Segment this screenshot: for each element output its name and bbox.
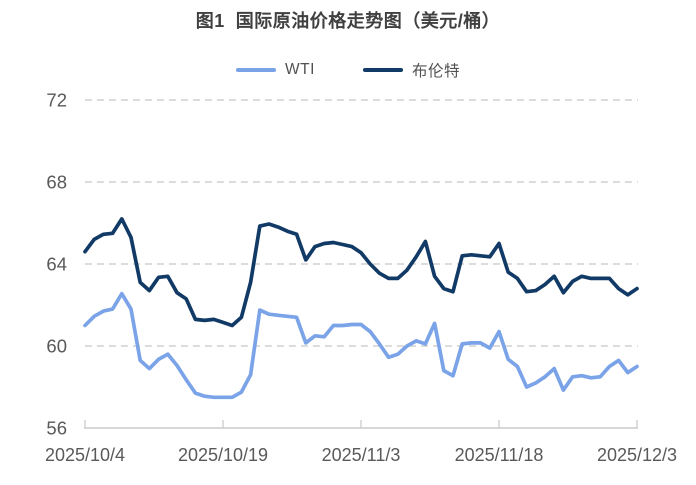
legend-label: WTI <box>285 61 315 78</box>
legend-item-wti: WTI <box>236 61 315 79</box>
x-axis-label-4: 2025/12/3 <box>597 445 677 465</box>
legend-item-brent: 布伦特 <box>362 59 460 81</box>
x-axis-label-0: 2025/10/4 <box>45 445 125 465</box>
y-axis-label-72: 72 <box>46 90 67 111</box>
y-axis-label-56: 56 <box>46 418 67 439</box>
x-axis-label-1: 2025/10/19 <box>178 445 268 465</box>
brent-line <box>83 217 639 328</box>
chart-title: 图1 国际原油价格走势图（美元/桶） <box>195 11 501 31</box>
y-axis-label-68: 68 <box>46 172 67 193</box>
x-axis-label-2: 2025/11/3 <box>322 445 401 465</box>
legend-label: 布伦特 <box>411 63 460 80</box>
y-axis-label-64: 64 <box>46 254 67 275</box>
wti-line <box>83 291 639 400</box>
x-axis-label-3: 2025/11/18 <box>455 445 544 465</box>
chart-legend: WTI 布伦特 <box>0 59 696 81</box>
legend-line-swatch <box>236 67 277 73</box>
y-axis-label-60: 60 <box>46 336 67 357</box>
legend-line-swatch <box>362 67 403 73</box>
